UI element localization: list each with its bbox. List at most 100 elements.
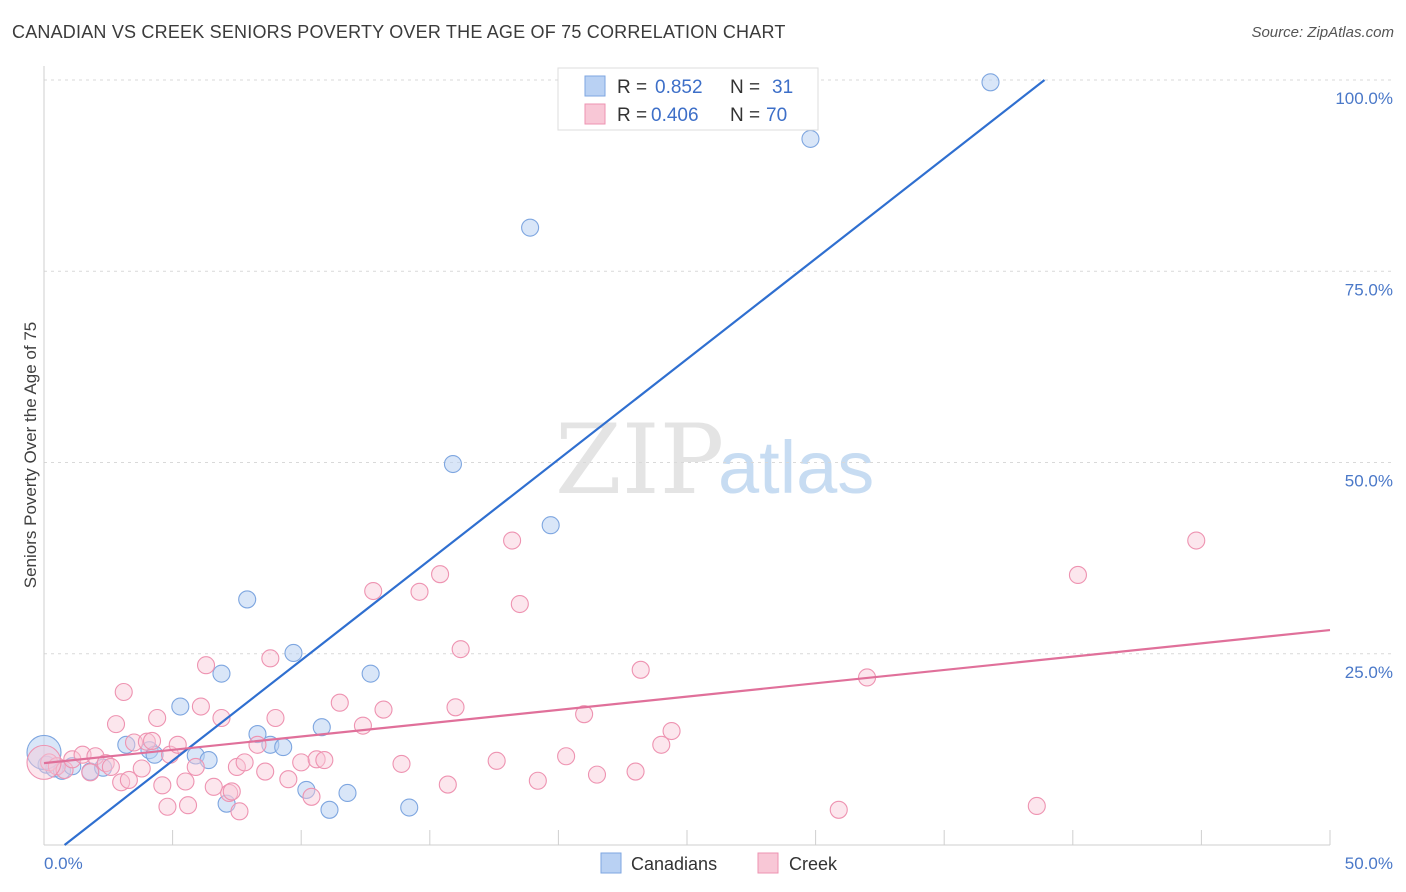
data-point [248, 735, 267, 754]
bottom-legend-label-canadians: Canadians [631, 854, 717, 874]
data-point [443, 454, 462, 474]
trend-lines [43, 79, 1331, 846]
legend-r-value-canadians: 0.852 [655, 77, 703, 98]
data-point [1027, 796, 1046, 816]
data-point [124, 733, 144, 752]
data-point [503, 531, 522, 550]
data-point [315, 751, 334, 770]
data-point [510, 594, 529, 614]
data-point [652, 735, 671, 754]
data-point [521, 218, 540, 237]
data-point [662, 721, 681, 741]
data-point [446, 698, 465, 717]
y-tick-label: 25.0% [1345, 663, 1393, 682]
data-point [106, 715, 126, 734]
data-point [279, 770, 298, 789]
data-point [222, 782, 241, 801]
data-point [186, 757, 205, 777]
trend-line-canadians [63, 79, 1046, 846]
data-point [330, 693, 349, 712]
data-point [178, 796, 198, 815]
data-point [274, 738, 293, 757]
chart-title: CANADIAN VS CREEK SENIORS POVERTY OVER T… [12, 22, 786, 42]
legend-n-label-canadians: N = [730, 77, 760, 98]
data-point [284, 643, 303, 663]
data-point [320, 800, 339, 819]
source-label: Source: ZipAtlas.com [1251, 24, 1394, 41]
trend-line-creek [43, 628, 1331, 765]
data-point [302, 787, 321, 806]
bottom-legend-label-creek: Creek [789, 854, 838, 874]
data-point [235, 753, 254, 772]
legend-r-label-creek: R = [617, 105, 647, 126]
data-point [158, 797, 177, 816]
watermark-zip: ZIP [555, 404, 724, 516]
data-point [307, 750, 326, 769]
data-point [557, 747, 576, 766]
data-point [153, 776, 172, 795]
series-canadians [26, 73, 1000, 819]
legend-r-label-canadians: R = [617, 77, 647, 98]
data-point [587, 765, 607, 784]
data-point [431, 565, 450, 584]
data-point [256, 762, 275, 781]
data-point [374, 700, 393, 719]
data-point [392, 754, 411, 773]
data-point [292, 753, 311, 772]
x-tick-label: 0.0% [44, 854, 83, 873]
watermark-atlas: atlas [718, 426, 874, 509]
legend-n-label-creek: N = [730, 105, 760, 126]
data-point [101, 757, 120, 777]
data-point [528, 771, 547, 790]
data-point [626, 762, 645, 781]
legend-r-value-creek: 0.406 [651, 105, 699, 126]
data-point [230, 802, 249, 821]
data-point [312, 718, 331, 737]
data-point [981, 73, 1000, 92]
data-point [176, 772, 195, 791]
data-point [1187, 531, 1206, 550]
data-point [132, 759, 151, 778]
data-point [829, 800, 848, 819]
axes: 25.0% 50.0% 75.0% 100.0% 0.0% 50.0% [43, 66, 1393, 873]
y-tick-label: 50.0% [1345, 472, 1393, 491]
x-tick-label: 50.0% [1345, 854, 1393, 873]
data-point [575, 705, 594, 724]
data-point [541, 516, 560, 535]
data-point [261, 649, 280, 668]
data-point [212, 664, 231, 683]
bottom-legend-swatch-canadians [600, 852, 622, 874]
data-point [451, 640, 470, 659]
bottom-legend-swatch-creek [757, 852, 779, 874]
data-point [400, 798, 419, 817]
data-point [238, 590, 257, 609]
data-point [631, 660, 650, 679]
y-tick-label: 75.0% [1345, 280, 1393, 299]
legend-box: R = 0.852 N = 31 R = 0.406 N = 70 [557, 67, 819, 131]
data-points [26, 73, 1206, 821]
grid-lines [44, 79, 1393, 655]
legend-swatch-canadians [584, 75, 606, 97]
data-point [410, 582, 429, 601]
bottom-legend: Canadians Creek [600, 852, 838, 874]
series-creek [26, 531, 1206, 821]
data-point [148, 708, 167, 728]
data-point [364, 581, 383, 601]
data-point [266, 708, 285, 728]
legend-n-value-creek: 70 [766, 105, 787, 126]
data-point [137, 732, 156, 751]
data-point [196, 656, 216, 675]
legend-n-value-canadians: 31 [772, 77, 793, 98]
data-point [338, 783, 357, 803]
data-point [801, 129, 820, 148]
data-point [142, 731, 162, 751]
y-tick-label: 100.0% [1335, 89, 1393, 108]
data-point [191, 697, 210, 716]
legend-swatch-creek [584, 103, 606, 125]
data-point [438, 775, 457, 794]
data-point [171, 697, 190, 716]
data-point [114, 682, 133, 702]
data-point [119, 770, 138, 790]
data-point [1068, 565, 1087, 585]
